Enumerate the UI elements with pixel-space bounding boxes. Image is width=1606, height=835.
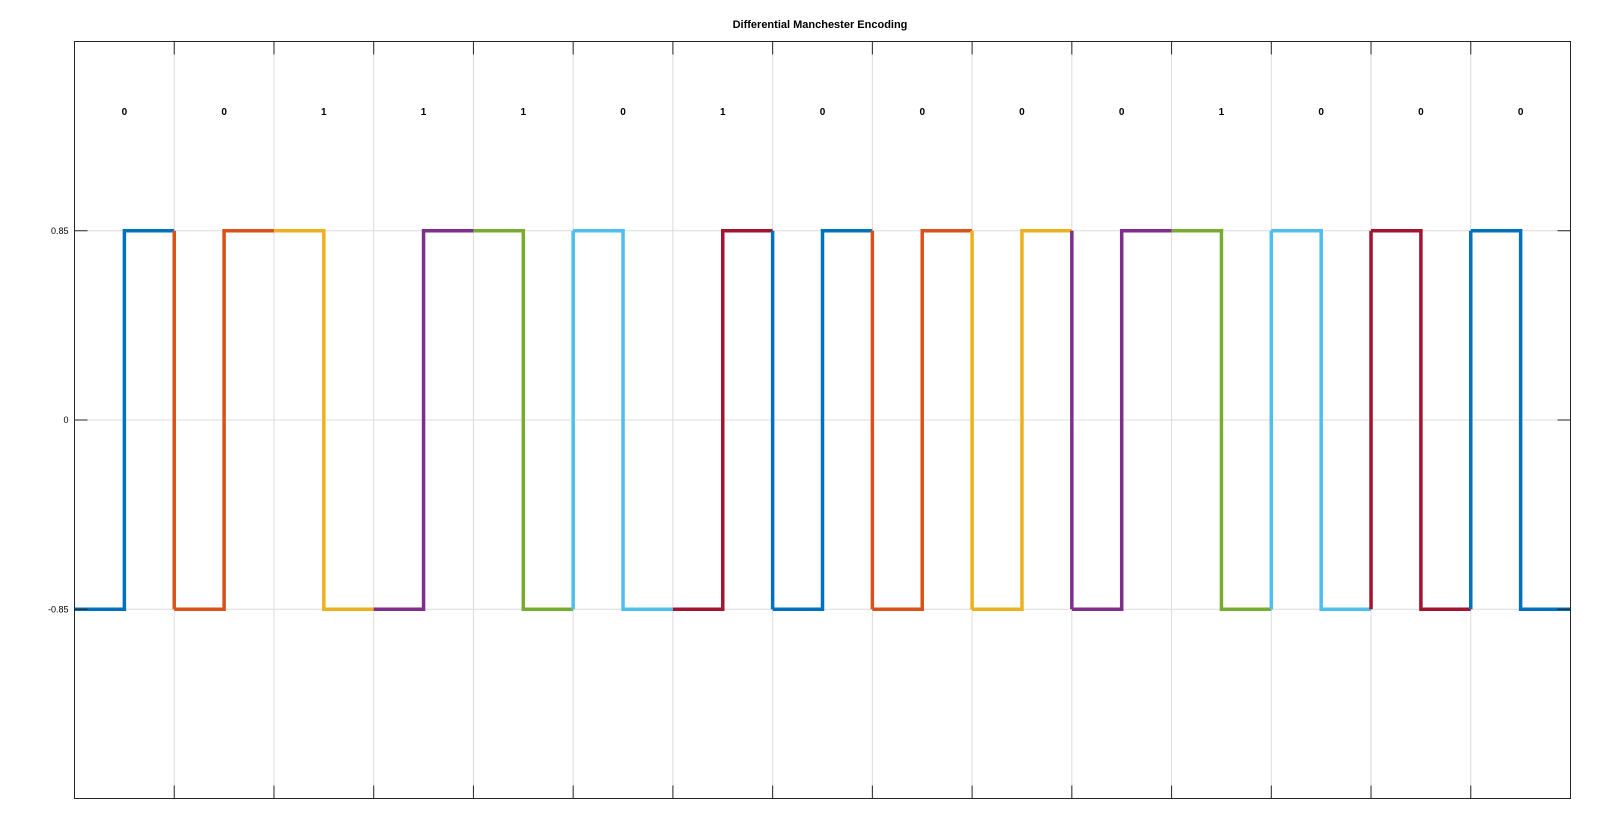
bit-label: 0 (1119, 107, 1125, 118)
plot-frame (74, 41, 1571, 799)
signal-segment-10 (970, 229, 1072, 611)
chart-title: Differential Manchester Encoding (733, 19, 908, 31)
bit-label: 1 (1219, 107, 1225, 118)
bit-label: 0 (620, 107, 626, 118)
signal-segment-8 (770, 229, 873, 611)
bit-label: 0 (1318, 107, 1324, 118)
signal-segment-3 (273, 229, 374, 611)
bit-label: 0 (1019, 107, 1025, 118)
bit-label: 1 (720, 107, 726, 118)
plot-area (74, 229, 1571, 611)
bit-labels: 0 0 1 1 1 0 1 0 0 0 0 1 0 0 0 (122, 107, 1524, 118)
signal-segment-6 (571, 229, 673, 611)
signal-segment-13 (1269, 229, 1372, 611)
bit-label: 0 (919, 107, 925, 118)
signal-segment-9 (870, 229, 973, 611)
y-tick-label: 0 (63, 415, 68, 425)
signal-segment-12 (1171, 229, 1272, 611)
bit-label: 1 (521, 107, 527, 118)
signal-segment-15 (1469, 229, 1571, 611)
signal-segment-11 (1070, 229, 1172, 611)
bit-label: 0 (1518, 107, 1524, 118)
bit-label: 0 (221, 107, 227, 118)
y-tick-label: 0.85 (51, 226, 69, 236)
signal-segment-5 (473, 229, 574, 611)
bit-label: 0 (122, 107, 128, 118)
signal-segment-4 (373, 229, 474, 611)
signal-segment-14 (1369, 229, 1471, 611)
bit-label: 0 (820, 107, 826, 118)
signal-segment-7 (672, 229, 773, 611)
y-tick-label: -0.85 (48, 604, 69, 614)
axis-ticks: -0.85 0 0.85 (48, 41, 1571, 799)
signal-segment-1 (74, 229, 175, 611)
bit-label: 0 (1418, 107, 1424, 118)
bit-label: 1 (321, 107, 327, 118)
bit-label: 1 (421, 107, 427, 118)
signal-segment-2 (172, 229, 274, 611)
